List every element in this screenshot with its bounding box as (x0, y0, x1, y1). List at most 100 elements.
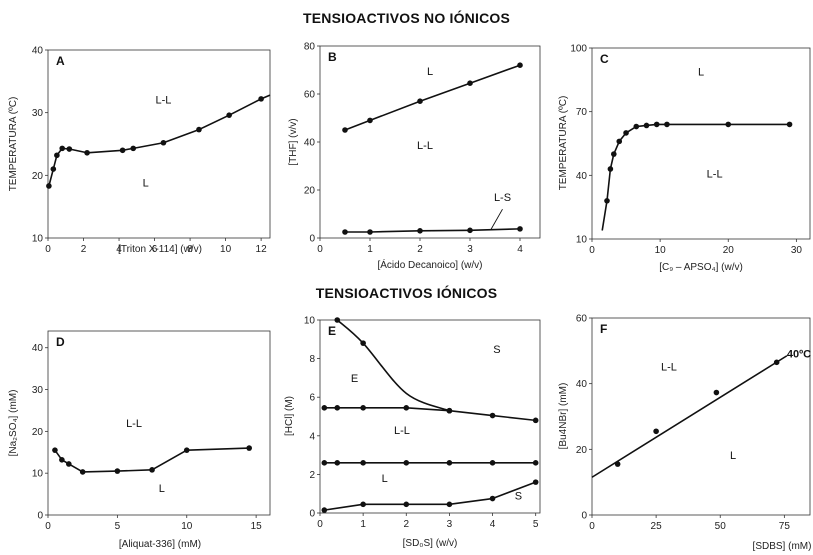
data-point (321, 405, 328, 411)
data-point (334, 405, 341, 411)
data-point (367, 117, 373, 124)
y-tick-label: 10 (576, 235, 588, 246)
data-point (532, 417, 539, 424)
x-axis-label: [Ácido Decanoico] (w/v) (377, 258, 482, 271)
data-point (417, 228, 423, 234)
data-point (773, 359, 780, 366)
temperature-annotation: 40ºC (787, 348, 811, 360)
y-tick-label: 0 (581, 511, 587, 522)
x-tick-label: 1 (360, 519, 366, 530)
x-tick-label: 2 (403, 519, 409, 530)
region-label: L (698, 67, 704, 79)
panel-letter: A (56, 54, 65, 68)
data-point (59, 145, 66, 152)
data-point (149, 467, 155, 473)
y-tick-label: 10 (32, 234, 44, 245)
panel-letter: F (600, 322, 607, 336)
region-label: L-L (126, 418, 142, 430)
data-point (321, 507, 328, 513)
data-point (517, 62, 523, 68)
series-line (324, 407, 536, 422)
data-point (342, 229, 348, 235)
x-tick-label: 20 (723, 245, 735, 256)
data-point (643, 122, 650, 129)
x-tick-label: 1 (367, 244, 373, 255)
x-tick-label: 3 (447, 519, 453, 530)
data-point (725, 121, 732, 128)
region-label: L-L (417, 140, 433, 152)
data-point (403, 501, 410, 508)
region-label: L-L (707, 168, 723, 180)
y-tick-label: 0 (309, 234, 315, 245)
region-label: L (382, 473, 388, 485)
data-point (54, 152, 60, 159)
data-point (467, 227, 473, 234)
y-axis-label: [Bu4NBr] (mM) (558, 383, 569, 450)
y-tick-label: 0 (37, 511, 43, 522)
x-tick-label: 8 (187, 244, 193, 255)
x-tick-label: 2 (417, 244, 423, 255)
x-axis-label: [SDBS] (mM) (753, 541, 812, 552)
y-tick-label: 20 (576, 445, 588, 456)
fit-line (591, 355, 788, 478)
y-tick-label: 6 (309, 393, 315, 404)
data-point (360, 501, 366, 508)
data-point (360, 460, 366, 466)
x-axis-label: [Aliquat-336] (mM) (119, 539, 201, 550)
plot-frame (591, 47, 811, 240)
x-tick-label: 0 (45, 244, 51, 255)
x-tick-label: 30 (791, 245, 803, 256)
y-tick-label: 20 (32, 427, 44, 438)
data-point (367, 229, 373, 235)
x-tick-label: 0 (589, 521, 595, 532)
data-point (614, 461, 621, 467)
y-axis-label: TEMPERATURA (ºC) (558, 96, 569, 191)
x-axis-label: [Triton X-114] (w/v) (118, 244, 202, 255)
y-tick-label: 40 (304, 138, 316, 149)
x-tick-label: 15 (251, 521, 263, 532)
data-point (59, 457, 65, 463)
x-tick-label: 12 (256, 244, 268, 255)
region-label: E (351, 373, 358, 385)
x-tick-label: 6 (152, 244, 158, 255)
y-axis-label: [Na₂SO₄] (mM) (8, 390, 19, 457)
y-axis-label: [HCl] (M) (284, 396, 295, 436)
y-tick-label: 60 (304, 90, 316, 101)
y-tick-label: 40 (576, 171, 588, 182)
region-label: L-L (394, 425, 410, 437)
data-point (119, 147, 126, 154)
data-point (446, 407, 453, 414)
data-point (360, 405, 366, 411)
y-axis-label: [THF] (v/v) (288, 118, 299, 165)
data-point (334, 460, 341, 466)
data-point (604, 198, 610, 204)
data-point (79, 469, 86, 475)
y-tick-label: 0 (309, 509, 315, 520)
data-point (66, 146, 73, 152)
data-point (489, 460, 496, 466)
data-point (607, 166, 614, 172)
data-point (532, 479, 539, 485)
region-label: L (159, 483, 165, 495)
x-tick-label: 4 (517, 244, 523, 255)
x-tick-label: 10 (181, 521, 193, 532)
data-point (489, 412, 496, 419)
data-point (653, 428, 659, 435)
y-axis-label: TEMPERATURA (ºC) (8, 97, 19, 192)
x-axis-label: [C₉ – APSO₄] (w/v) (659, 262, 743, 273)
section-title-nonionic: TENSIOACTIVOS NO IÓNICOS (302, 10, 511, 26)
y-tick-label: 10 (304, 316, 316, 327)
y-tick-label: 10 (32, 469, 44, 480)
y-tick-label: 20 (32, 171, 44, 182)
x-tick-label: 5 (115, 521, 121, 532)
x-tick-label: 5 (533, 519, 539, 530)
data-point (403, 405, 410, 411)
x-tick-label: 50 (715, 521, 727, 532)
region-label: L-L (155, 94, 171, 106)
data-point (664, 121, 670, 128)
series-line-extension (260, 94, 271, 100)
data-point (517, 226, 523, 232)
y-tick-label: 20 (304, 186, 316, 197)
data-point (786, 121, 793, 128)
